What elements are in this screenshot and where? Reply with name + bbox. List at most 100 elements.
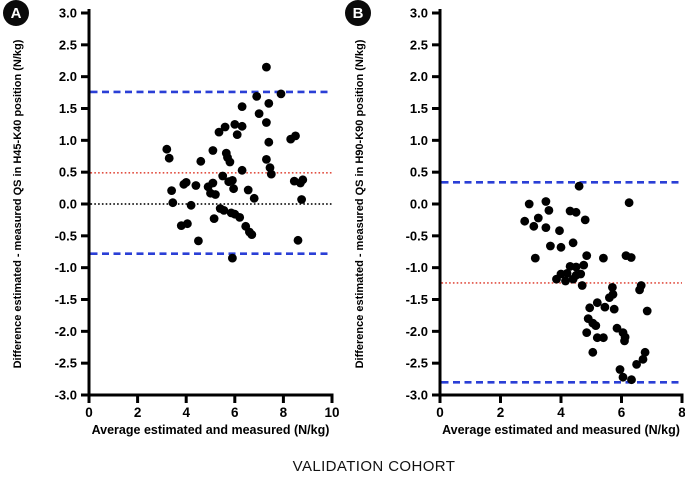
data-point — [624, 198, 634, 208]
data-point — [168, 198, 178, 208]
y-tick-label: 0.5 — [410, 165, 428, 180]
x-tick-label: 6 — [231, 405, 239, 420]
y-tick-label: 1.0 — [59, 133, 77, 148]
data-point — [524, 199, 534, 209]
data-point — [592, 298, 602, 308]
panel-badge-label: B — [353, 5, 364, 22]
data-point — [546, 241, 555, 251]
data-point — [579, 260, 589, 270]
panel-a-chart: 3.0 2.5 2.0 1.5 1.0 0.5 0.0 -0.5 -1.0 -1.5 -2.0 -2.… — [3, 0, 340, 437]
data-point — [208, 178, 218, 188]
x-axis-title: Average estimated and measured (N/kg) — [92, 423, 330, 437]
data-point — [220, 122, 230, 132]
data-point — [262, 155, 271, 164]
y-tick-label: 1.5 — [59, 101, 77, 116]
y-tick-label: 3.0 — [410, 6, 428, 21]
data-point — [247, 230, 257, 240]
data-point — [191, 181, 201, 190]
data-point — [230, 120, 240, 129]
y-tick-label: 2.0 — [410, 69, 428, 84]
panel-b-chart: 3.0 2.5 2.0 1.5 1.0 0.5 0.0 -0.5 -1.0 -1.5 -2.0 -2.… — [345, 0, 685, 437]
data-point — [571, 262, 581, 272]
data-point — [638, 354, 648, 364]
data-point — [626, 253, 636, 262]
y-tick-label: -2.5 — [55, 356, 77, 371]
data-point — [608, 290, 618, 299]
data-point — [276, 89, 286, 99]
y-tick-label: 0.5 — [59, 165, 77, 180]
data-point — [167, 186, 177, 196]
data-point — [556, 242, 566, 252]
data-point — [264, 99, 274, 108]
data-point — [562, 269, 572, 278]
data-point — [599, 253, 608, 263]
x-tick-label: 8 — [280, 405, 288, 420]
data-point — [266, 169, 276, 179]
y-axis-title: Difference estimated - measured QS in H4… — [12, 39, 24, 368]
data-point — [544, 206, 554, 215]
data-point — [194, 236, 203, 246]
data-point — [219, 206, 229, 215]
data-point — [640, 347, 650, 357]
data-point — [591, 321, 601, 330]
x-tick-label: 0 — [85, 405, 93, 420]
y-tick-label: -2.0 — [406, 324, 428, 339]
data-point — [608, 283, 617, 292]
panel-badge-label: A — [11, 5, 22, 22]
y-tick-label: -3.0 — [406, 388, 428, 403]
data-point — [574, 181, 584, 191]
data-point — [252, 92, 262, 101]
data-point — [232, 130, 242, 140]
data-point — [262, 118, 271, 127]
data-point — [186, 200, 196, 210]
data-point — [555, 226, 564, 236]
data-point — [293, 235, 303, 245]
data-point — [592, 333, 602, 343]
y-tick-label: 2.5 — [410, 37, 428, 52]
data-point — [561, 276, 570, 286]
data-point — [632, 360, 641, 369]
data-point — [585, 303, 595, 313]
data-point — [529, 221, 539, 231]
y-tick-label: -0.5 — [55, 228, 77, 243]
y-tick-label: -1.0 — [55, 260, 77, 275]
y-tick-label: 2.5 — [59, 37, 77, 52]
y-tick-label: -1.5 — [55, 292, 77, 307]
y-tick-label: 0.0 — [410, 197, 428, 212]
x-tick-label: 2 — [497, 405, 505, 420]
data-point — [228, 176, 237, 185]
y-tick-label: 1.0 — [410, 133, 428, 148]
data-point — [580, 215, 590, 225]
data-point — [599, 333, 608, 343]
data-point — [214, 127, 224, 137]
panel-badge — [3, 0, 29, 26]
data-point — [249, 193, 259, 203]
data-point — [530, 253, 540, 263]
y-tick-label: -1.0 — [406, 260, 428, 275]
data-point — [298, 175, 308, 185]
data-point — [520, 216, 530, 226]
data-point — [183, 219, 192, 229]
data-point — [588, 347, 598, 357]
data-point — [229, 184, 239, 194]
data-point — [600, 302, 610, 312]
data-point — [262, 62, 271, 72]
data-point — [541, 197, 551, 206]
data-point — [211, 190, 220, 199]
data-point — [254, 109, 264, 118]
data-point — [196, 156, 206, 166]
data-point — [237, 121, 247, 131]
data-point — [237, 102, 247, 111]
panel-badge — [345, 0, 371, 26]
y-axis-title: Difference estimated - measured QS in H9… — [354, 39, 366, 368]
data-point — [642, 306, 652, 316]
data-point — [162, 144, 172, 154]
x-tick-label: 10 — [324, 405, 339, 420]
data-point — [636, 281, 646, 290]
data-point — [618, 372, 628, 382]
x-tick-label: 6 — [618, 405, 626, 420]
y-tick-label: -1.5 — [406, 292, 428, 307]
x-tick-label: 2 — [134, 405, 142, 420]
data-point — [235, 213, 245, 222]
